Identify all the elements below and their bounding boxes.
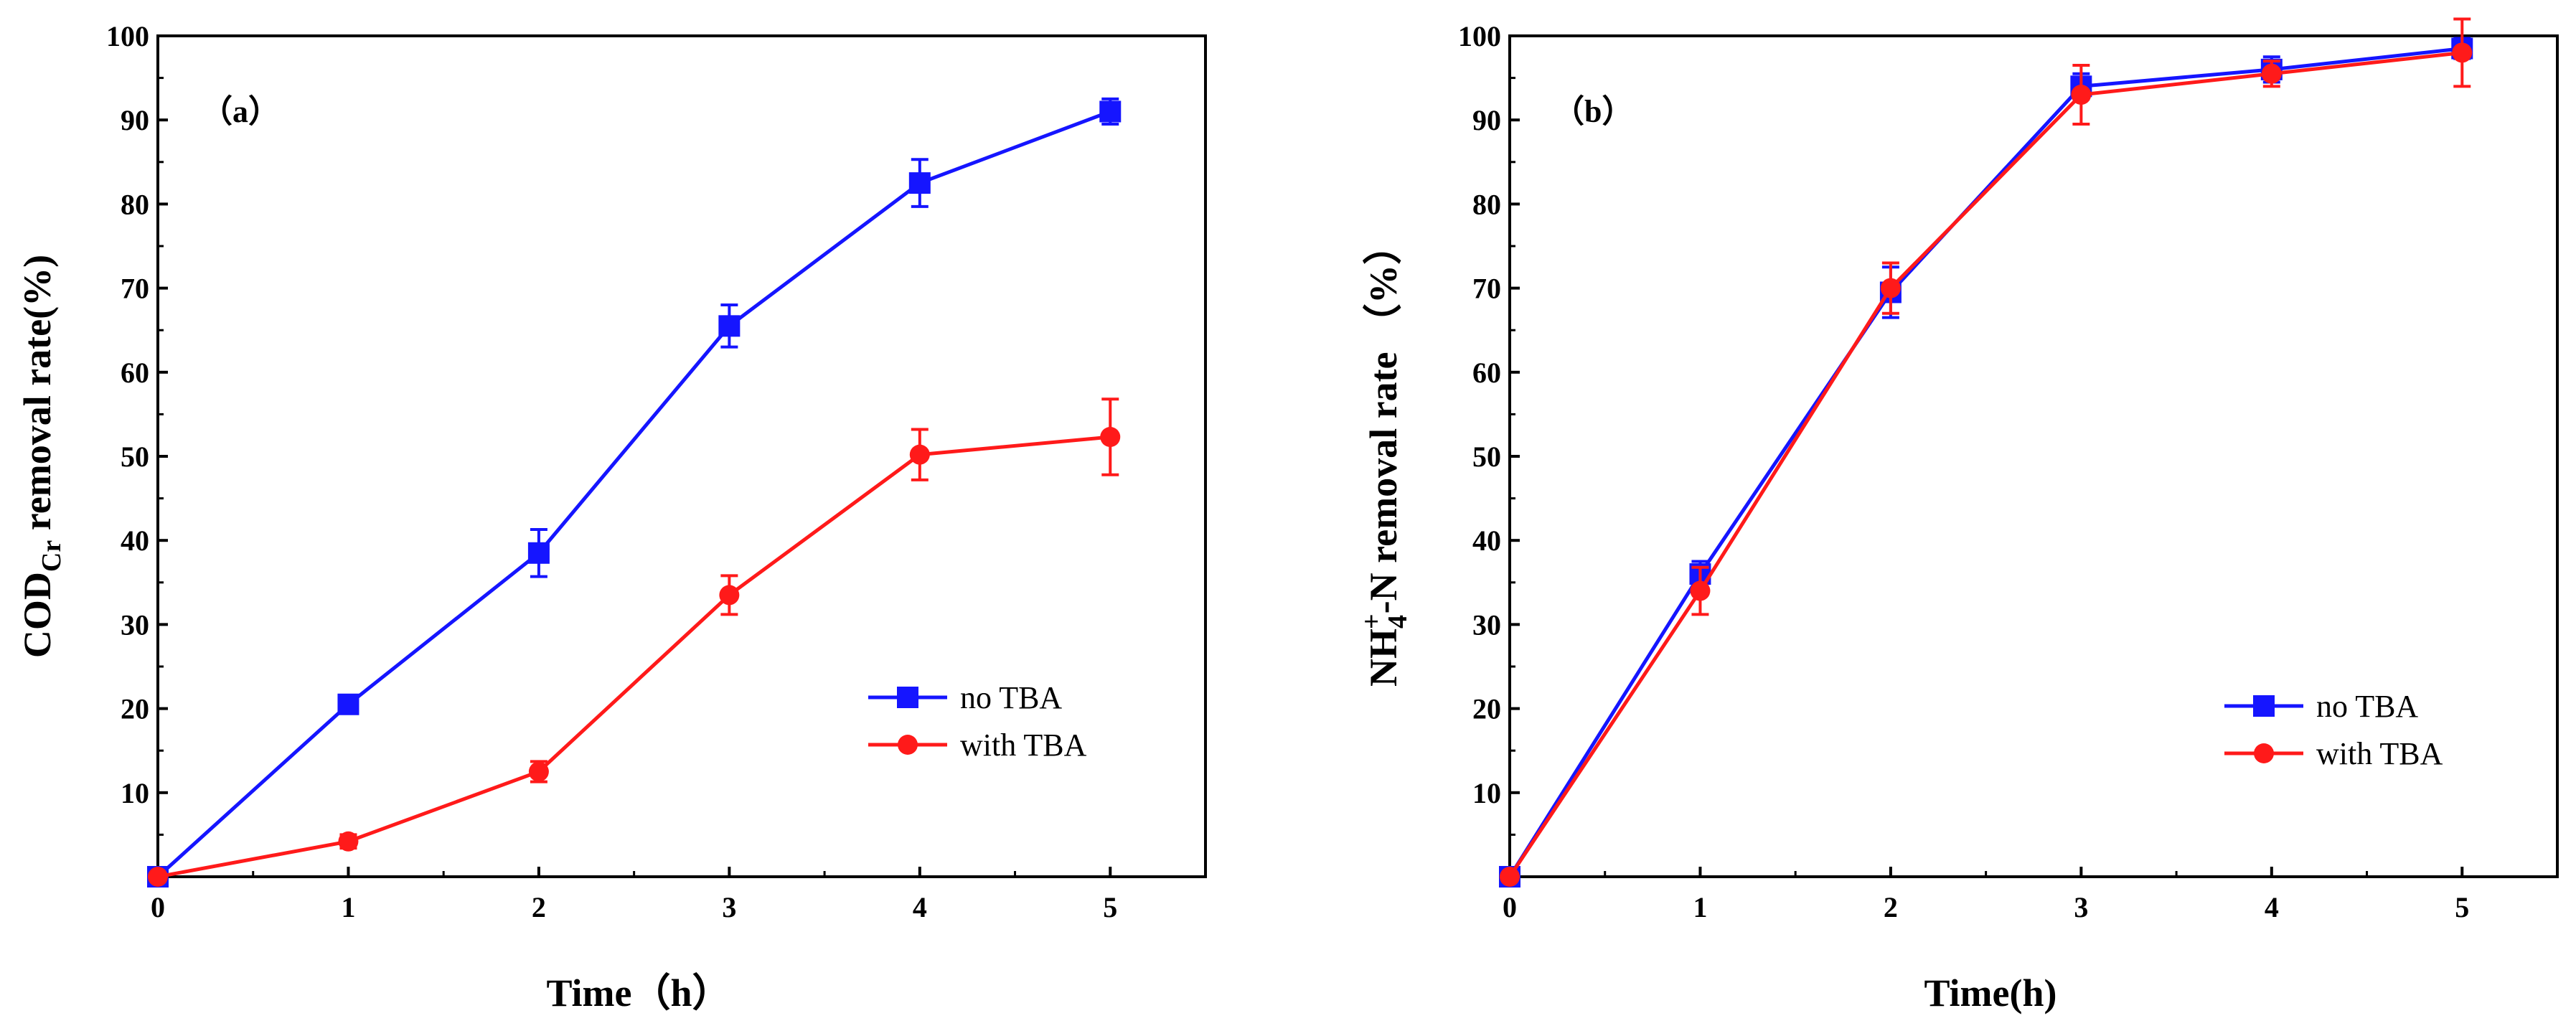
data-point-circle <box>2261 63 2282 84</box>
y-tick-label: 80 <box>1472 188 1501 220</box>
y-axis-title: CODCr removal rate(%) <box>16 255 67 658</box>
panel-b: 0 1 2 3 4 5102030405060708090100（b）Time(h)NH4… <box>1357 17 2559 1014</box>
legend-label: with TBA <box>960 728 1087 763</box>
y-axis-title-main: NH <box>1362 629 1405 687</box>
y-axis-title: NH4+-N removal rate （%） <box>1357 226 1413 687</box>
legend-marker-circle <box>2254 743 2274 763</box>
data-point-circle <box>1880 278 1901 298</box>
y-axis-title-main: COD <box>16 572 59 658</box>
y-tick-label: 50 <box>1472 441 1501 473</box>
series-with-tba <box>1500 17 2473 887</box>
series-no-tba <box>147 97 1122 888</box>
y-tick-label: 10 <box>1472 777 1501 809</box>
x-tick-label: 5 <box>1103 891 1117 923</box>
legend: no TBA with TBA <box>2224 689 2443 771</box>
y-axis-title-superscript: + <box>1357 613 1387 629</box>
y-tick-label: 60 <box>1472 357 1501 389</box>
data-point-circle <box>1500 867 1520 887</box>
panel-label: （a） <box>201 94 280 129</box>
x-axis-title: Time（h） <box>546 971 730 1014</box>
y-tick-label: 60 <box>121 357 149 389</box>
series-with-tba <box>148 397 1121 887</box>
y-axis-title-rest: removal rate(%) <box>16 255 59 540</box>
data-point-circle <box>719 585 740 606</box>
y-tick-label: 30 <box>1472 608 1501 641</box>
y-axis-title-rest: -N removal rate （%） <box>1362 226 1405 613</box>
panel-a: 0 1 2 3 4 5 10 20 30 40 50 60 70 80 90 100 （a） Time（h） COD… <box>16 20 1207 1014</box>
legend: no TBA with TBA <box>868 680 1087 763</box>
y-tick-label: 30 <box>121 608 149 641</box>
y-tick-label: 90 <box>121 104 149 136</box>
data-point-square <box>908 172 931 194</box>
x-axis-title: Time(h) <box>1924 971 2057 1014</box>
legend-marker-square <box>2253 695 2275 717</box>
data-point-circle <box>528 761 549 782</box>
series-line <box>156 110 1111 878</box>
y-tick-label: 100 <box>1458 20 1501 52</box>
x-tick-label: 1 <box>341 891 355 923</box>
data-point-circle <box>338 831 359 852</box>
legend-marker-circle <box>898 735 918 755</box>
data-point-square <box>337 693 359 715</box>
data-point-circle <box>909 444 930 465</box>
legend-label: no TBA <box>960 680 1062 715</box>
legend-label: with TBA <box>2316 736 2443 771</box>
y-tick-label: 80 <box>121 188 149 220</box>
x-tick-label: 1 <box>1693 891 1707 923</box>
legend-marker-square <box>897 687 918 708</box>
data-point-square <box>527 542 550 564</box>
y-tick-label: 50 <box>121 441 149 473</box>
y-tick-label: 20 <box>121 693 149 725</box>
legend-label: no TBA <box>2316 689 2418 724</box>
x-tick-label: 0 <box>151 891 165 923</box>
y-tick-label: 100 <box>106 20 149 52</box>
x-tick-label: 2 <box>1884 891 1898 923</box>
x-tick-label: 5 <box>2455 891 2469 923</box>
x-tick-label: 3 <box>2074 891 2088 923</box>
y-tick-label: 90 <box>1472 104 1501 136</box>
y-tick-label: 40 <box>121 524 149 557</box>
y-tick-label: 70 <box>121 273 149 305</box>
y-tick-label: 40 <box>1472 524 1501 557</box>
data-point-circle <box>1690 580 1711 601</box>
x-tick-label: 4 <box>913 891 927 923</box>
data-point-square <box>718 315 741 337</box>
y-axis-title-subscript: Cr <box>37 540 67 572</box>
data-point-circle <box>2452 42 2473 63</box>
y-tick-label: 20 <box>1472 693 1501 725</box>
x-tick-label: 0 <box>1503 891 1517 923</box>
series-line <box>1508 50 2463 878</box>
series-line <box>157 435 1111 879</box>
x-tick-label: 4 <box>2265 891 2279 923</box>
y-tick-label: 70 <box>1472 273 1501 305</box>
x-tick-label: 2 <box>532 891 546 923</box>
data-point-circle <box>148 867 168 887</box>
data-point-circle <box>1100 427 1121 448</box>
y-axis-title-subscript: 4 <box>1383 615 1413 629</box>
x-tick-label: 3 <box>722 891 736 923</box>
y-tick-label: 10 <box>121 777 149 809</box>
panel-label: （b） <box>1553 94 1633 129</box>
data-point-square <box>1099 100 1122 123</box>
data-point-circle <box>2071 85 2092 105</box>
